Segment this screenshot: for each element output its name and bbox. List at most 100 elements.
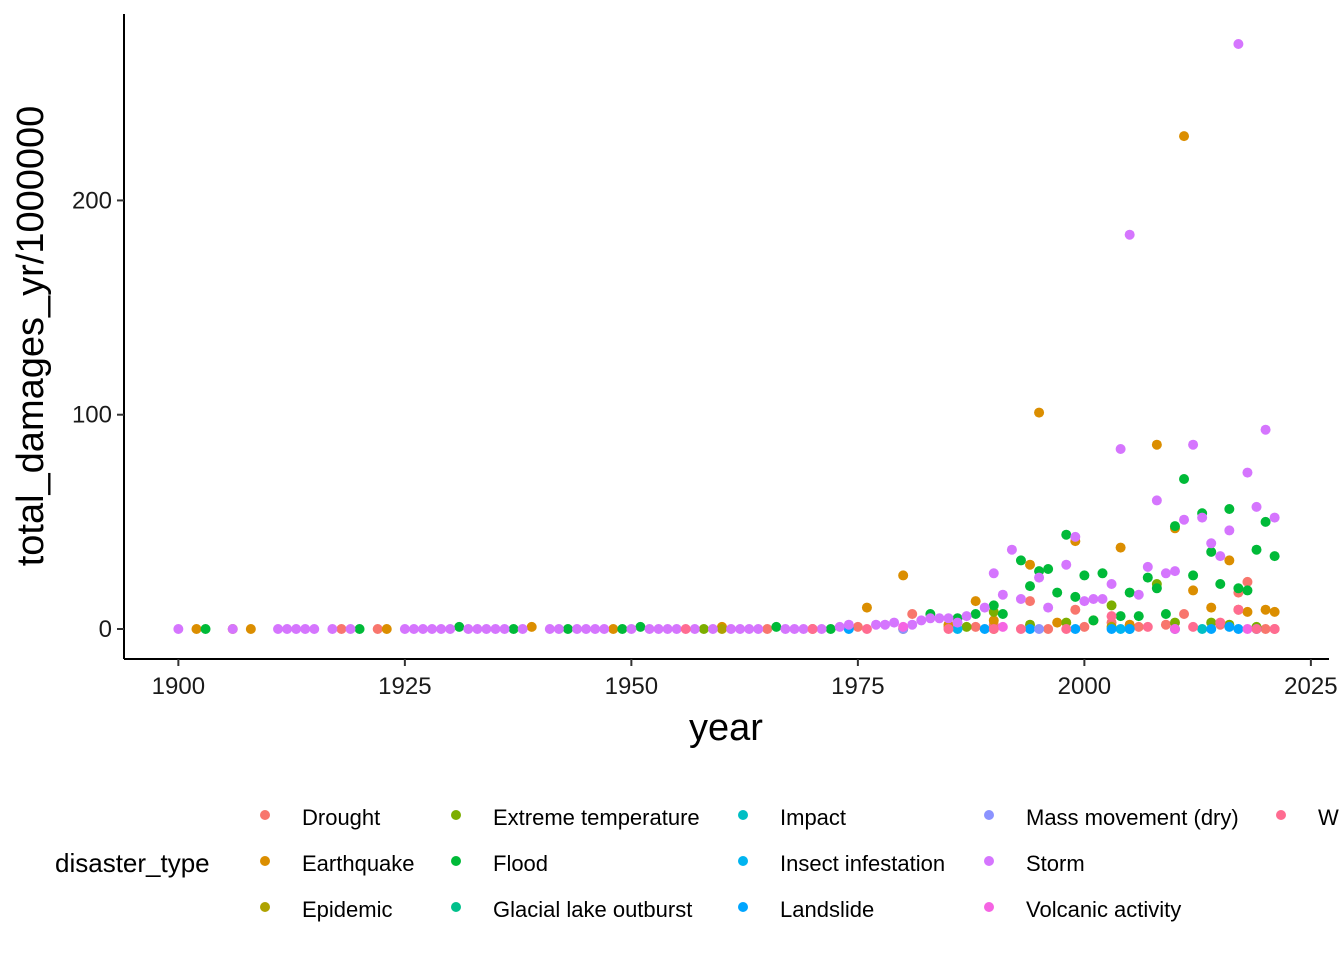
point-w (1251, 624, 1262, 634)
legend-title: disaster_type (55, 848, 210, 878)
point-flood (562, 624, 573, 634)
x-axis-title: year (689, 707, 763, 749)
point-earthquake (1269, 606, 1280, 617)
point-flood (1052, 587, 1063, 598)
point-landslide (1224, 621, 1235, 632)
point-storm (1142, 561, 1153, 572)
point-storm (436, 624, 447, 634)
point-w (861, 624, 872, 634)
point-drought (1160, 619, 1171, 630)
point-w (1233, 604, 1244, 615)
point-impact (1197, 624, 1208, 634)
point-storm (490, 624, 501, 634)
point-flood (1097, 568, 1108, 579)
point-storm (653, 624, 664, 634)
legend-key-landslide (738, 902, 748, 912)
point-w (1215, 617, 1226, 628)
point-storm (1188, 439, 1199, 450)
point-flood (771, 621, 782, 632)
legend-key-drought (260, 810, 270, 820)
y-tick-label: 200 (72, 187, 112, 214)
x-tick-label: 1900 (152, 673, 205, 700)
point-storm (1124, 229, 1135, 240)
point-storm (417, 624, 428, 634)
point-storm (889, 617, 900, 628)
point-earthquake (1115, 542, 1126, 553)
legend-label-extreme-temperature: Extreme temperature (493, 805, 700, 830)
point-storm (1061, 559, 1072, 570)
point-storm (907, 619, 918, 630)
point-landslide (1025, 624, 1036, 634)
legend-label-mass-movement-dry: Mass movement (dry) (1026, 805, 1239, 830)
point-earthquake (381, 624, 392, 634)
x-tick-label: 1975 (831, 673, 884, 700)
point-landslide (1070, 624, 1081, 634)
point-storm (1151, 495, 1162, 506)
legend-label-storm: Storm (1026, 851, 1085, 876)
point-storm (753, 624, 764, 634)
legend-label-landslide: Landslide (780, 897, 874, 922)
point-storm (227, 624, 238, 634)
point-earthquake (1025, 559, 1036, 570)
point-storm (553, 624, 564, 634)
point-flood (1133, 611, 1144, 622)
point-flood (1124, 587, 1135, 598)
legend-key-mass-movement-dry (984, 810, 994, 820)
point-storm (735, 624, 746, 634)
point-storm (707, 624, 718, 634)
point-flood (617, 624, 628, 634)
legend-key-volcanic-activity (984, 902, 994, 912)
point-storm (544, 624, 555, 634)
point-storm (1251, 501, 1262, 512)
point-storm (1097, 594, 1108, 604)
point-drought (1070, 604, 1081, 615)
point-earthquake (1151, 439, 1162, 450)
point-storm (997, 589, 1008, 600)
point-earthquake (988, 615, 999, 626)
point-extreme-temperature (961, 621, 972, 632)
point-w (1142, 621, 1153, 632)
point-flood (1088, 615, 1099, 626)
point-flood (1151, 583, 1162, 594)
point-storm (880, 619, 891, 630)
point-flood (1142, 572, 1153, 583)
legend-key-epidemic (260, 902, 270, 912)
point-flood (1269, 551, 1280, 562)
point-storm (517, 624, 528, 634)
point-storm (408, 624, 419, 634)
point-flood (1233, 583, 1244, 594)
point-extreme-temperature (1106, 600, 1117, 611)
x-tick-label: 1925 (378, 673, 431, 700)
point-drought (372, 624, 383, 634)
point-flood (1188, 570, 1199, 581)
point-storm (581, 624, 592, 634)
point-storm (273, 624, 284, 634)
point-storm (1115, 444, 1126, 454)
point-flood (1025, 581, 1036, 592)
point-storm (988, 568, 999, 579)
point-flood (1215, 579, 1226, 589)
point-storm (572, 624, 583, 634)
point-storm (472, 624, 483, 634)
legend-label-drought: Drought (302, 805, 380, 830)
point-flood (1115, 611, 1126, 622)
y-tick-label: 0 (99, 616, 112, 643)
point-storm (1070, 531, 1081, 542)
point-earthquake (1188, 585, 1199, 596)
point-storm (961, 611, 972, 622)
point-storm (1006, 544, 1017, 555)
point-flood (454, 621, 465, 632)
point-storm (816, 624, 827, 634)
point-flood (1251, 544, 1262, 555)
point-flood (1206, 546, 1217, 557)
point-volcanic-activity (1242, 624, 1253, 634)
point-flood (1169, 521, 1180, 532)
point-flood (1079, 570, 1090, 581)
point-flood (354, 624, 365, 634)
data-points (173, 39, 1280, 634)
point-flood (1224, 504, 1235, 514)
point-volcanic-activity (1169, 624, 1180, 634)
point-flood (1043, 564, 1054, 574)
point-earthquake (526, 621, 537, 632)
point-w (1106, 611, 1117, 622)
